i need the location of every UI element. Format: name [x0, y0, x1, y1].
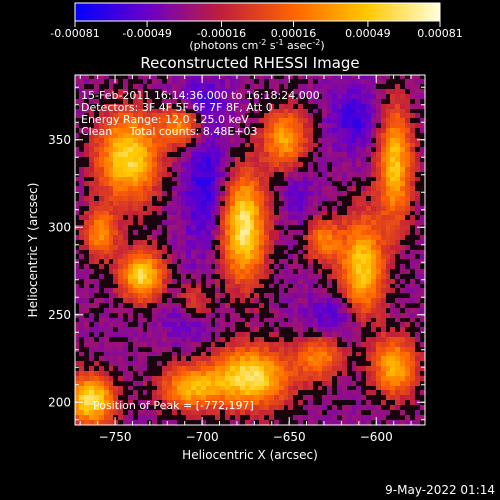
y-tick-label: 300 — [48, 220, 71, 234]
colorbar-tick-labels: -0.00081 -0.00049 -0.00016 0.00016 0.00049 0.… — [50, 27, 462, 40]
peak-position-label: Position of Peak = [-772,197] — [93, 399, 254, 412]
heatmap — [75, 75, 425, 425]
x-tick-label: −700 — [186, 430, 219, 444]
colorbar-tick-label: -0.00016 — [197, 27, 246, 40]
x-tick-label: −600 — [360, 430, 393, 444]
y-axis: 200 250 300 350 — [48, 86, 425, 421]
annotation-time-range: 15-Feb-2011 16:14:36.000 to 16:18:24.000 — [81, 89, 320, 102]
chart-title: Reconstructed RHESSI Image — [140, 54, 359, 72]
colorbar-unit-label: (photons cm-2 s-1 asec-2) — [189, 38, 324, 52]
x-tick-label: −750 — [99, 430, 132, 444]
y-axis-title: Heliocentric Y (arcsec) — [26, 183, 40, 318]
y-tick-label: 250 — [48, 308, 71, 322]
y-tick-label: 200 — [48, 395, 71, 409]
colorbar-tick-label: 0.00049 — [345, 27, 391, 40]
plot-frame — [74, 74, 426, 426]
colorbar-tick-label: -0.00081 — [50, 27, 99, 40]
heatmap-canvas — [75, 75, 425, 425]
annotation-block: 15-Feb-2011 16:14:36.000 to 16:18:24.000… — [81, 89, 320, 138]
colorbar-tick-label: -0.00049 — [122, 27, 171, 40]
y-tick-label: 350 — [48, 133, 71, 147]
annotation-total-counts: Clean Total counts: 8.48E+03 — [81, 125, 258, 138]
x-axis-title: Heliocentric X (arcsec) — [182, 448, 318, 462]
x-tick-label: −650 — [273, 430, 306, 444]
colorbar-tick-label: 0.00016 — [271, 27, 317, 40]
timestamp: 9-May-2022 01:14 — [385, 483, 495, 497]
colorbar-tick-label: 0.00081 — [417, 27, 463, 40]
x-axis: −750 −700 −650 −600 — [79, 75, 412, 444]
annotation-detectors: Detectors: 3F 4F 5F 6F 7F 8F, Att 0 — [81, 101, 273, 114]
colorbar-ticks — [74, 21, 441, 27]
colorbar: -0.00081 -0.00049 -0.00016 0.00016 0.00049 0.… — [50, 2, 463, 52]
annotation-energy-range: Energy Range: 12.0 - 25.0 keV — [81, 113, 249, 126]
colorbar-gradient — [74, 2, 441, 22]
